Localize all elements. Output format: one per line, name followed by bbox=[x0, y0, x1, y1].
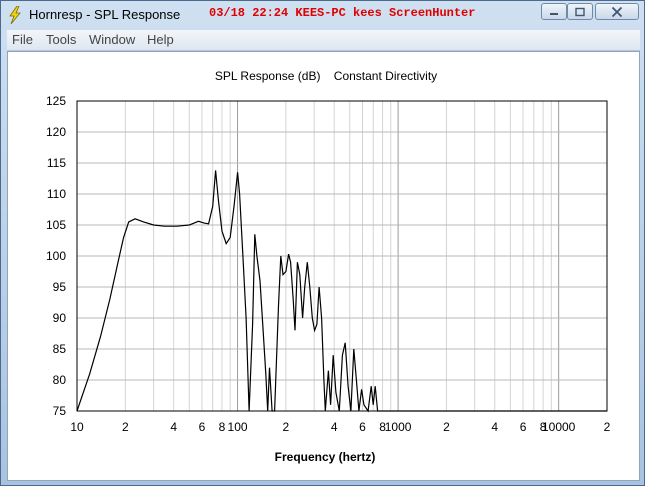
y-tick-label: 95 bbox=[53, 280, 67, 294]
chart-panel: 75 80 85 90 95 100 105 110 115 120 125 10 2 4 6 8 100 2 4… bbox=[7, 51, 640, 481]
y-tick-label: 120 bbox=[46, 125, 66, 139]
x-tick-label: 8 bbox=[219, 420, 226, 434]
x-tick-label: 4 bbox=[491, 420, 498, 434]
major-grid bbox=[77, 101, 607, 411]
lightning-bolt-icon bbox=[9, 6, 21, 24]
x-tick-label: 6 bbox=[359, 420, 366, 434]
minimize-icon bbox=[550, 12, 558, 15]
menu-bar: File Tools Window Help bbox=[7, 30, 640, 51]
maximize-icon bbox=[575, 7, 585, 16]
spl-curve bbox=[76, 170, 607, 413]
window-title: Hornresp - SPL Response bbox=[29, 7, 181, 22]
close-button[interactable] bbox=[595, 3, 639, 20]
y-tick-label: 105 bbox=[46, 218, 66, 232]
maximize-button[interactable] bbox=[567, 3, 593, 20]
y-tick-label: 85 bbox=[53, 342, 67, 356]
close-icon bbox=[611, 6, 623, 17]
x-tick-label: 2 bbox=[604, 420, 611, 434]
plot-frame bbox=[76, 100, 608, 412]
x-tick-label: 8 bbox=[379, 420, 386, 434]
title-bar[interactable]: Hornresp - SPL Response 03/18 22:24 KEES… bbox=[1, 1, 644, 29]
y-tick-label: 110 bbox=[47, 187, 66, 201]
x-tick-label: 2 bbox=[283, 420, 290, 434]
x-tick-label: 1000 bbox=[385, 420, 412, 434]
chart-title: SPL Response (dB) Constant Directivity bbox=[215, 69, 437, 83]
x-tick-label: 6 bbox=[520, 420, 527, 434]
x-tick-label: 2 bbox=[122, 420, 129, 434]
menu-file[interactable]: File bbox=[12, 32, 33, 47]
y-tick-labels: 75 80 85 90 95 100 105 110 115 120 125 bbox=[46, 94, 66, 418]
y-tick-label: 125 bbox=[46, 94, 66, 108]
x-tick-label: 10000 bbox=[542, 420, 576, 434]
menu-tools[interactable]: Tools bbox=[46, 32, 77, 47]
screenhunter-overlay: 03/18 22:24 KEES-PC kees ScreenHunter bbox=[209, 6, 476, 20]
x-axis-label: Frequency (hertz) bbox=[275, 450, 376, 464]
y-tick-label: 100 bbox=[46, 249, 66, 263]
minimize-button[interactable] bbox=[541, 3, 567, 20]
x-tick-label: 4 bbox=[170, 420, 177, 434]
y-tick-label: 75 bbox=[53, 404, 67, 418]
menu-window[interactable]: Window bbox=[89, 32, 136, 47]
y-tick-label: 115 bbox=[47, 156, 66, 170]
x-tick-label: 2 bbox=[443, 420, 450, 434]
y-tick-label: 80 bbox=[53, 373, 67, 387]
menu-help[interactable]: Help bbox=[147, 32, 174, 47]
y-tick-label: 90 bbox=[53, 311, 67, 325]
x-tick-label: 8 bbox=[540, 420, 547, 434]
x-tick-label: 4 bbox=[331, 420, 338, 434]
x-tick-label: 10 bbox=[70, 420, 84, 434]
x-tick-label: 100 bbox=[228, 420, 248, 434]
x-tick-label: 6 bbox=[199, 420, 206, 434]
